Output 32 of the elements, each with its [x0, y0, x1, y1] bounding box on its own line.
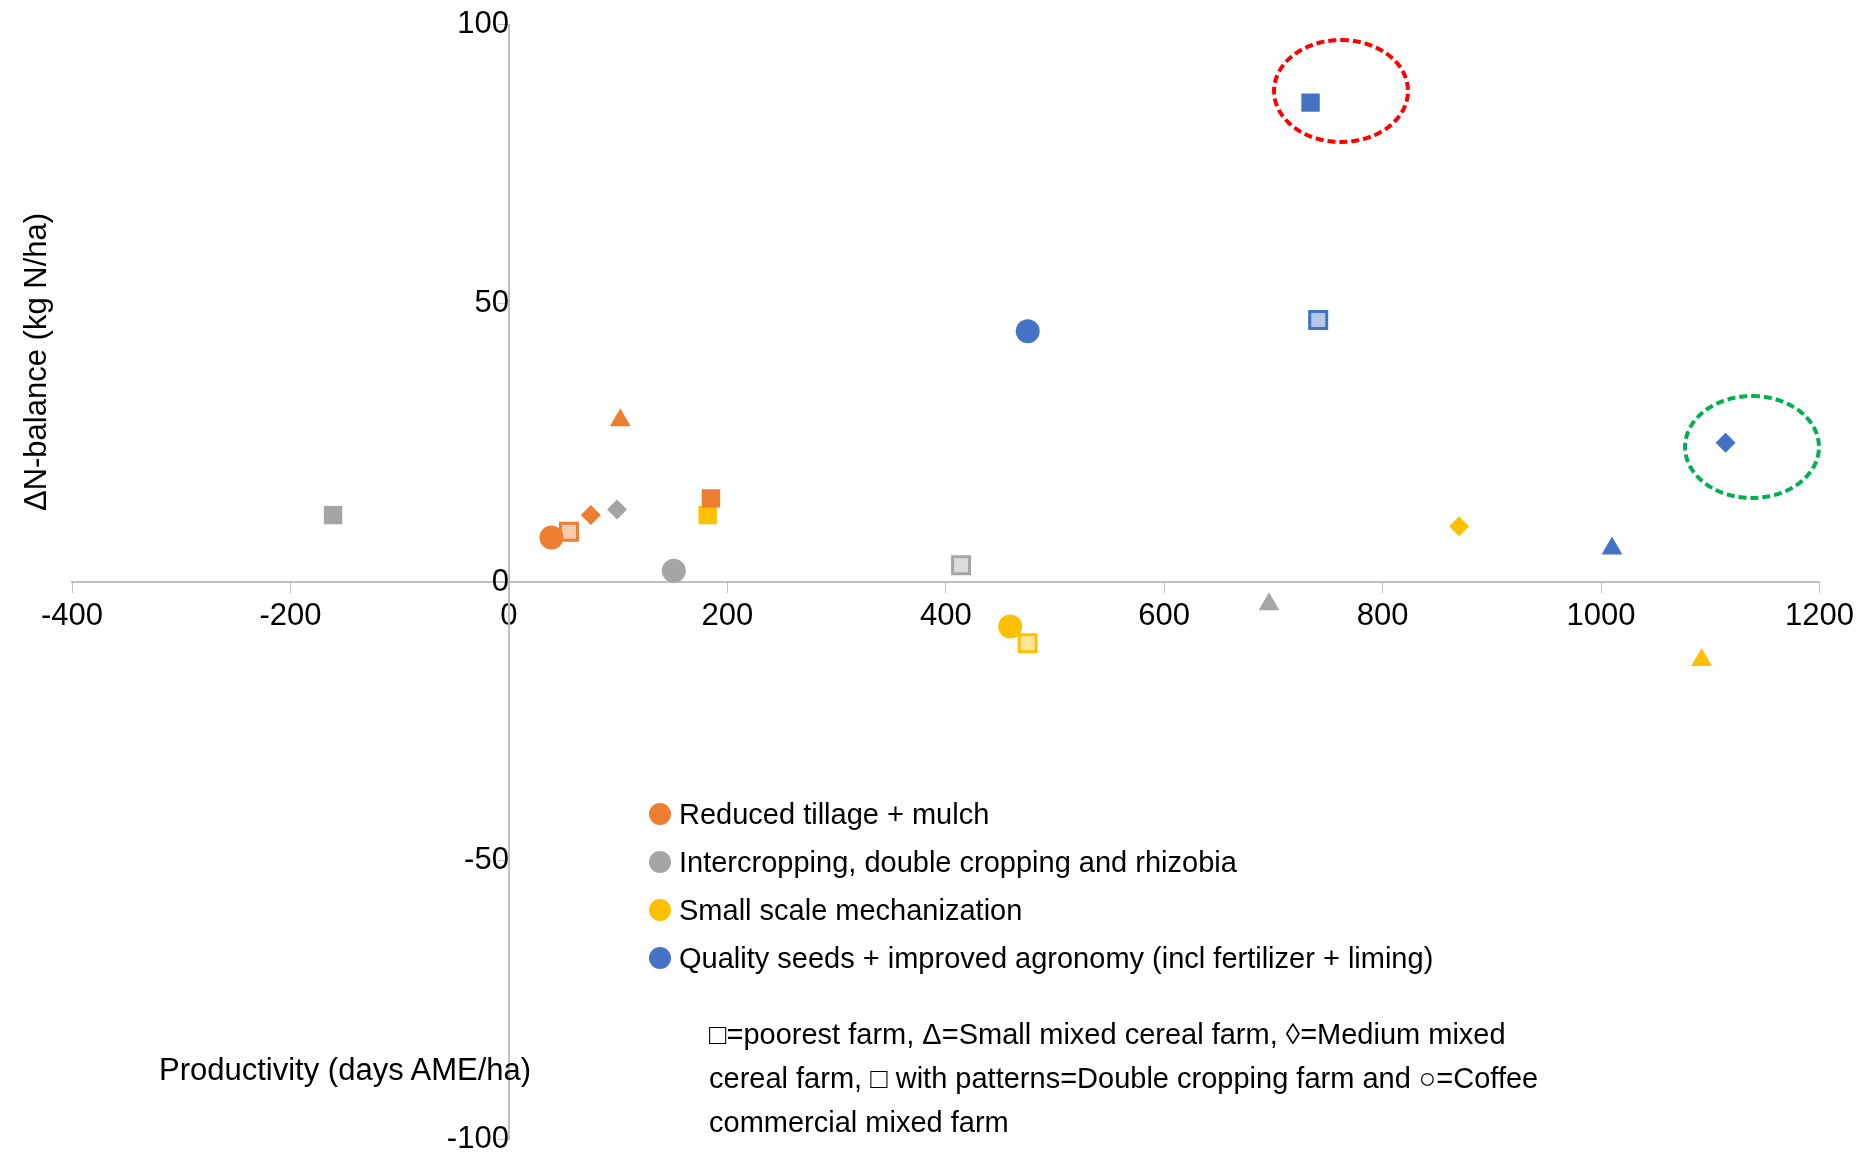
- point: [698, 505, 717, 525]
- point: [607, 499, 628, 520]
- x-tick-label: -200: [259, 597, 322, 633]
- x-tick-label: -400: [40, 597, 104, 633]
- y-tick-label: 0: [491, 562, 509, 598]
- legend-label: Intercropping, double cropping and rhizobia: [679, 845, 1237, 879]
- legend-label: Small scale mechanization: [679, 893, 1023, 927]
- point: [1715, 432, 1736, 453]
- legend-label: Quality seeds + improved agronomy (incl fertilizer + liming): [679, 941, 1434, 975]
- point: [701, 489, 721, 508]
- x-tick-label: 800: [1356, 597, 1409, 633]
- point: [1308, 310, 1329, 331]
- x-tick-label: 200: [701, 597, 754, 633]
- point: [1301, 93, 1320, 112]
- y-tick-label: -50: [464, 841, 509, 877]
- y-tick-label: 100: [457, 5, 509, 41]
- y-tick-label: -100: [446, 1119, 509, 1155]
- legend-label: Reduced tillage + mulch: [679, 797, 990, 831]
- x-tick-label: 1200: [1785, 597, 1854, 633]
- annotation: □=poorest farm, Δ=Small mixed cereal farm, ◊=Medium mixed cereal farm, □ with patterns=Double cropping farm and ○=Coffee commercial mixed farm: [709, 1017, 1540, 1140]
- point: [1017, 633, 1038, 654]
- y-tick-label: 50: [474, 283, 509, 319]
- x-tick-label: 600: [1138, 597, 1191, 633]
- point: [323, 505, 343, 525]
- point: [558, 521, 579, 542]
- point: [1449, 516, 1470, 537]
- x-tick-label: 1000: [1566, 597, 1636, 633]
- x-axis-title: Productivity (days AME/ha): [159, 1052, 532, 1088]
- y-axis-title: ΔN-balance (kg N/ha): [18, 212, 54, 512]
- x-tick-label: 400: [919, 597, 972, 633]
- point: [951, 555, 972, 576]
- point: [580, 505, 601, 526]
